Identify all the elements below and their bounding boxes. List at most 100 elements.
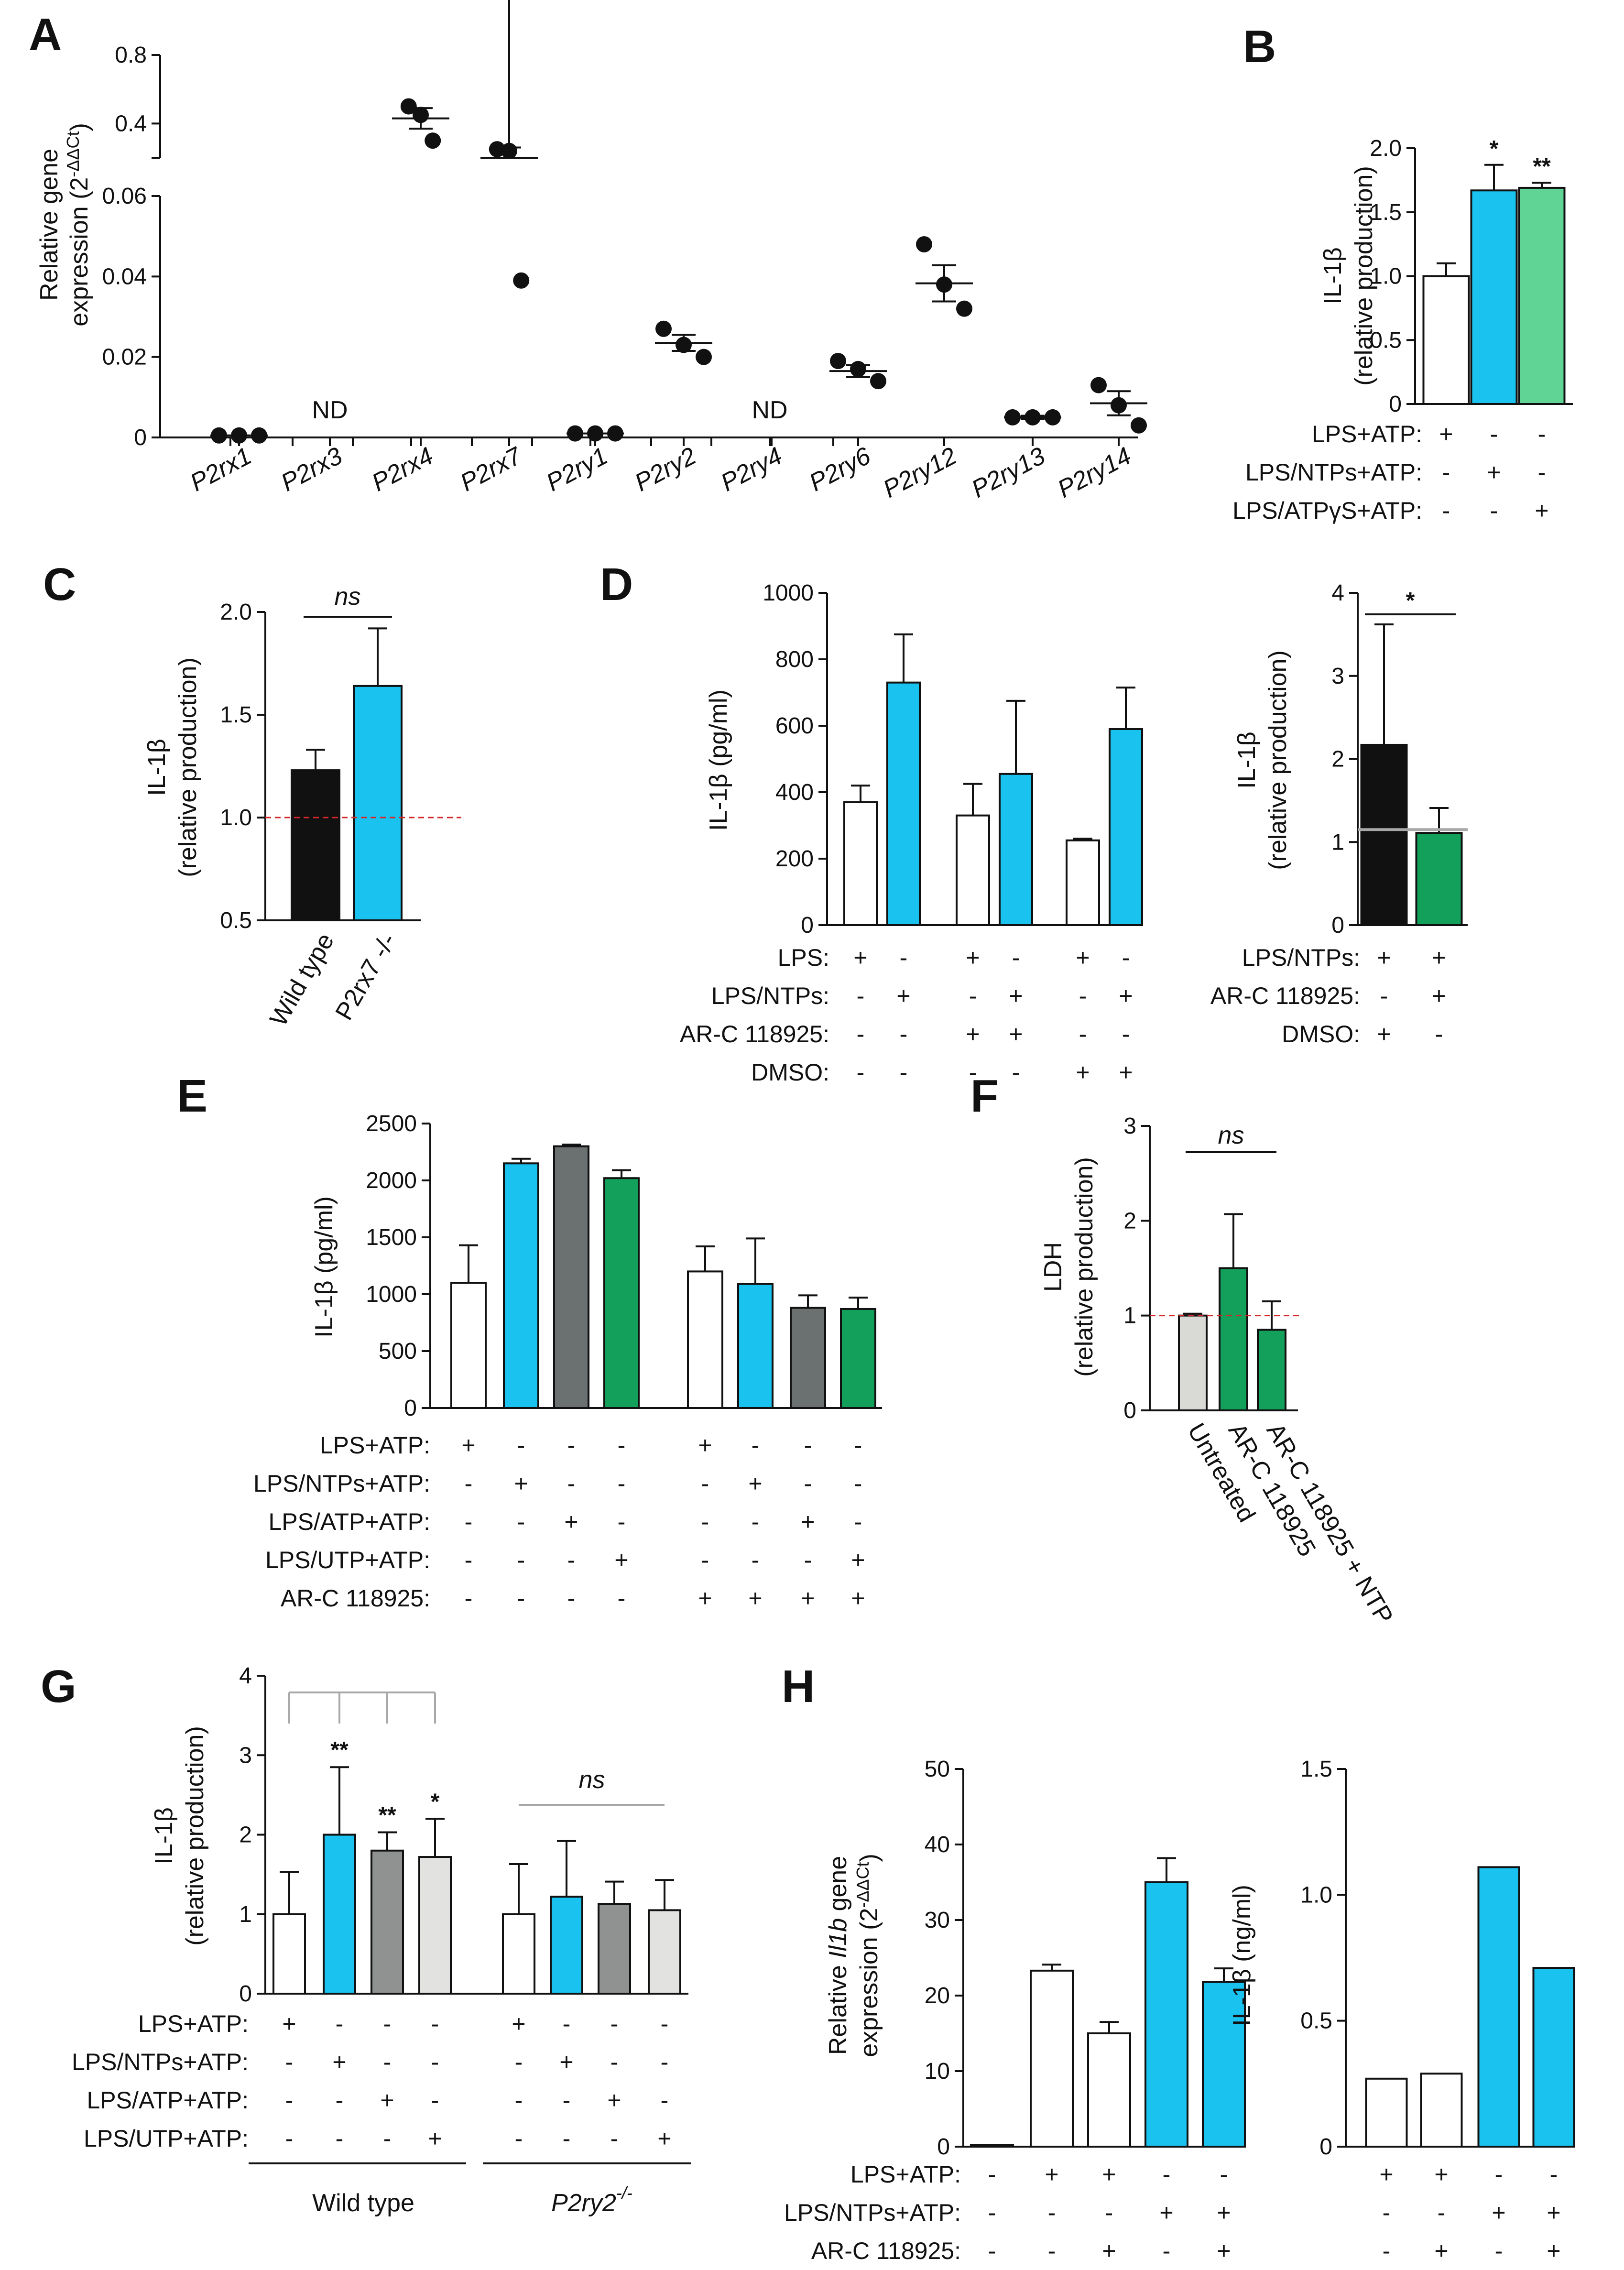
bar: [840, 1308, 876, 1409]
y-tick-label: 4: [1331, 580, 1344, 606]
condition-sign: -: [383, 2125, 392, 2152]
data-point: [1090, 377, 1107, 393]
condition-label: LPS/NTPs+ATP:: [784, 2199, 961, 2226]
y-axis-title-0: IL-1β: [143, 739, 171, 796]
condition-sign: -: [1438, 2199, 1446, 2226]
condition-sign: +: [607, 2087, 621, 2114]
y-tick-label: 0.02: [102, 345, 147, 370]
condition-sign: -: [1442, 459, 1450, 486]
y-tick-label: 1: [239, 1902, 252, 1927]
condition-label: LPS/ATP+ATP:: [87, 2087, 249, 2114]
y-axis-title-0: LDH: [1039, 1242, 1067, 1292]
ylabel-part: expression (2: [65, 177, 93, 327]
data-point: [916, 236, 932, 252]
y-tick-label: 0: [1389, 392, 1402, 417]
condition-label: LPS/NTPs+ATP:: [72, 2049, 249, 2075]
panel-letter-B: B: [1243, 21, 1276, 72]
bar: [291, 769, 340, 921]
y-axis-title-line2: expression (2-ΔΔCt): [63, 123, 93, 327]
data-point: [830, 353, 846, 370]
significance-label: ns: [1218, 1122, 1244, 1149]
condition-sign: +: [564, 1508, 578, 1535]
y-tick-label: 0: [801, 913, 814, 938]
y-tick-label: 0: [1319, 2134, 1332, 2160]
bar: [886, 681, 921, 927]
y-tick-label: 50: [925, 1757, 950, 1782]
y-axis-title2-0: (relative production): [1350, 166, 1378, 386]
condition-sign: +: [851, 1585, 865, 1612]
condition-sign: +: [514, 1470, 528, 1497]
condition-sign: -: [701, 1508, 709, 1535]
y-axis-title-0: IL-1β: [1319, 247, 1347, 305]
nd-label: ND: [752, 396, 787, 424]
condition-sign: +: [1434, 2161, 1448, 2188]
significance-star: *: [1490, 136, 1499, 162]
y-tick-label: 3: [1123, 1113, 1136, 1139]
condition-label: LPS+ATP:: [138, 2010, 249, 2037]
condition-sign: -: [857, 982, 865, 1009]
condition-sign: -: [752, 1508, 760, 1535]
condition-sign: +: [1535, 497, 1548, 524]
condition-sign: -: [563, 2125, 571, 2152]
condition-sign: -: [701, 1470, 709, 1497]
ylabel-sup: -ΔΔCt: [853, 1862, 872, 1908]
condition-sign: +: [1547, 2199, 1560, 2226]
condition-sign: -: [1495, 2237, 1503, 2264]
condition-label: LPS/UTP+ATP:: [265, 1547, 430, 1573]
y-tick-label: 0: [134, 425, 147, 450]
condition-sign: -: [465, 1508, 473, 1535]
condition-sign: -: [1079, 1021, 1087, 1048]
data-point: [1131, 417, 1147, 434]
condition-sign: +: [512, 2010, 525, 2037]
y-tick-label: 2.0: [1370, 136, 1402, 161]
condition-sign: -: [1442, 497, 1450, 524]
significance-star: **: [1533, 154, 1551, 179]
bar: [353, 685, 403, 922]
y-tick-label: 2: [1123, 1208, 1136, 1233]
y-tick-label: 0: [1123, 1398, 1136, 1423]
group-label: Wild type: [312, 2189, 414, 2217]
condition-sign: -: [1122, 944, 1130, 971]
condition-sign: -: [1105, 2199, 1113, 2226]
y-tick-label: 4: [239, 1663, 252, 1689]
y-tick-label: 1: [1331, 829, 1344, 855]
bar: [603, 1177, 640, 1409]
bar: [1470, 189, 1518, 405]
y-tick-label: 1500: [366, 1225, 417, 1250]
y-tick-label: 500: [379, 1339, 417, 1364]
panel-letter-E: E: [177, 1070, 207, 1122]
condition-sign: -: [1380, 982, 1388, 1009]
condition-sign: +: [853, 944, 867, 971]
bar: [598, 1903, 631, 1995]
bar: [687, 1270, 723, 1409]
y-tick-label: 1.5: [1370, 200, 1402, 225]
condition-sign: -: [1163, 2161, 1171, 2188]
bar: [1532, 1967, 1575, 2148]
condition-sign: -: [988, 2237, 996, 2264]
ylabel-sup: -ΔΔCt: [63, 131, 83, 177]
condition-sign: +: [1076, 1059, 1090, 1086]
condition-sign: -: [515, 2087, 523, 2114]
bar: [503, 1162, 539, 1409]
condition-sign: -: [1495, 2161, 1503, 2188]
condition-sign: +: [1119, 1059, 1133, 1086]
bar: [1365, 2077, 1408, 2148]
y-tick-label: 0.5: [1370, 327, 1402, 353]
condition-sign: -: [988, 2199, 996, 2226]
condition-sign: +: [1009, 1021, 1023, 1048]
condition-sign: -: [1550, 2161, 1558, 2188]
condition-sign: +: [966, 1021, 980, 1048]
condition-label: DMSO:: [751, 1059, 829, 1086]
bar: [418, 1856, 452, 1995]
condition-sign: +: [1377, 944, 1391, 971]
condition-sign: -: [804, 1432, 812, 1459]
y-tick-label: 0: [239, 1981, 252, 2007]
condition-sign: -: [988, 2161, 996, 2188]
data-point: [696, 349, 712, 365]
group-label-main: P2ry2: [551, 2189, 616, 2217]
condition-sign: +: [851, 1547, 865, 1573]
y-tick-label: 1.0: [1370, 264, 1402, 289]
data-point: [655, 320, 672, 337]
bar: [1420, 2073, 1463, 2148]
panel-letter-A: A: [29, 9, 62, 60]
